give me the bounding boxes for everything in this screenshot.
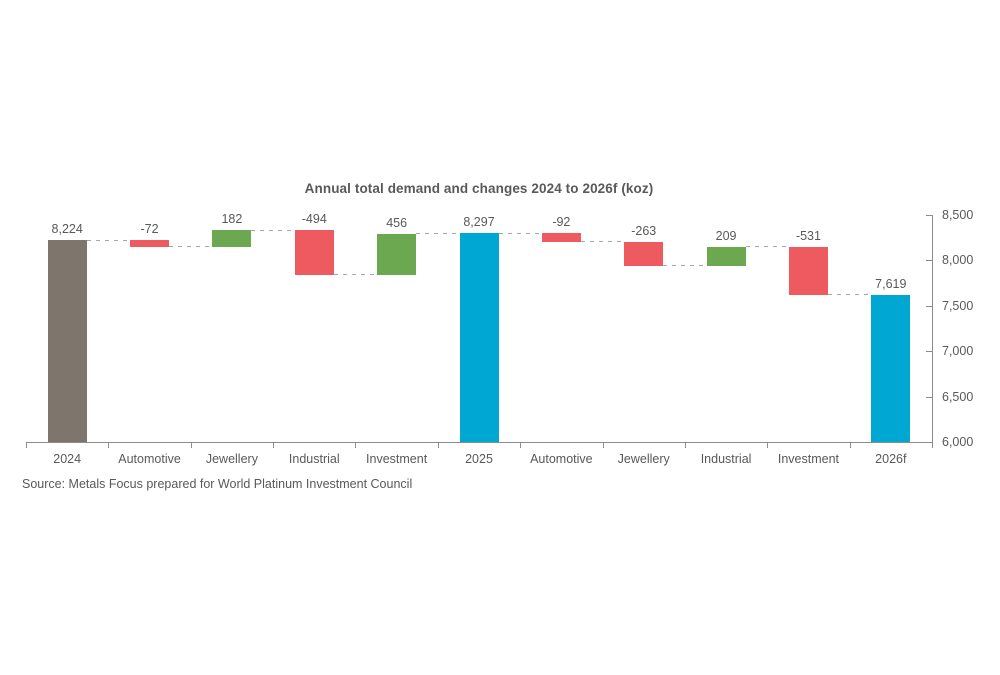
- category-label: 2024: [53, 452, 82, 466]
- waterfall-connector: [745, 246, 789, 248]
- bar-value-label: -263: [631, 223, 657, 238]
- y-axis-line: [932, 215, 933, 443]
- y-axis-label: 8,500: [942, 208, 974, 222]
- x-axis-tick: [437, 442, 439, 448]
- waterfall-bar-jewellery: [624, 241, 664, 266]
- x-axis-tick: [932, 442, 933, 448]
- x-axis-tick: [767, 442, 769, 448]
- y-axis-tick: [926, 215, 932, 216]
- x-axis-tick: [273, 442, 275, 448]
- bar-value-label: 8,224: [51, 222, 83, 237]
- waterfall-connector: [251, 229, 295, 231]
- category-label: Industrial: [288, 452, 340, 466]
- bar-value-label: 7,619: [875, 276, 907, 291]
- x-axis-tick: [520, 442, 522, 448]
- waterfall-connector: [498, 232, 542, 234]
- bar-value-label: -494: [301, 212, 327, 227]
- category-label: Jewellery: [617, 452, 670, 466]
- x-axis-tick: [190, 442, 192, 448]
- bar-value-label: -92: [552, 215, 571, 230]
- y-axis-label: 6,500: [942, 389, 974, 404]
- y-axis-tick: [926, 305, 932, 307]
- x-axis-line: [26, 442, 933, 443]
- y-axis-tick: [926, 442, 932, 443]
- waterfall-bar-automotive: [130, 240, 170, 247]
- y-axis-tick: [926, 351, 932, 353]
- y-axis-label: 8,000: [942, 253, 974, 268]
- waterfall-bar-2025: [459, 233, 499, 442]
- waterfall-bar-jewellery: [212, 230, 252, 247]
- x-axis-tick: [108, 442, 110, 448]
- bar-value-label: 456: [386, 215, 408, 230]
- category-label: Investment: [366, 452, 428, 466]
- waterfall-connector: [169, 246, 213, 248]
- x-axis-tick: [684, 442, 686, 448]
- x-axis-tick: [849, 442, 851, 448]
- waterfall-connector: [827, 294, 872, 296]
- waterfall-connector: [86, 239, 131, 241]
- chart-title: Annual total demand and changes 2024 to …: [304, 181, 654, 196]
- waterfall-bar-investment: [377, 233, 417, 275]
- waterfall-bar-2024: [47, 240, 87, 442]
- x-axis-tick: [26, 442, 27, 448]
- category-label: Automotive: [530, 452, 593, 466]
- category-label: 2025: [465, 452, 493, 466]
- category-label: Industrial: [700, 452, 752, 466]
- category-label: 2026f: [875, 452, 907, 466]
- bar-value-label: 209: [715, 228, 737, 243]
- waterfall-connector: [580, 241, 625, 243]
- waterfall-bar-automotive: [541, 233, 581, 242]
- y-axis-label: 6,000: [942, 435, 974, 449]
- bar-value-label: 182: [221, 212, 243, 227]
- y-axis-label: 7,500: [942, 298, 974, 313]
- waterfall-connector: [333, 274, 378, 276]
- source-note: Source: Metals Focus prepared for World …: [22, 477, 413, 491]
- bar-value-label: 8,297: [463, 215, 495, 230]
- waterfall-bar-industrial: [706, 246, 746, 266]
- x-axis-tick: [355, 442, 357, 448]
- waterfall-bar-industrial: [294, 230, 334, 275]
- waterfall-connector: [663, 265, 707, 267]
- category-label: Jewellery: [205, 452, 258, 466]
- waterfall-bar-investment: [788, 246, 828, 295]
- waterfall-connector: [416, 232, 460, 234]
- category-label: Automotive: [118, 452, 181, 466]
- y-axis-label: 7,000: [942, 344, 974, 359]
- bar-value-label: -531: [795, 228, 821, 243]
- y-axis-tick: [926, 260, 932, 262]
- bar-value-label: -72: [140, 222, 159, 237]
- y-axis-tick: [926, 396, 932, 398]
- waterfall-bar-2026f: [871, 294, 911, 442]
- x-axis-tick: [602, 442, 604, 448]
- category-label: Investment: [777, 452, 840, 466]
